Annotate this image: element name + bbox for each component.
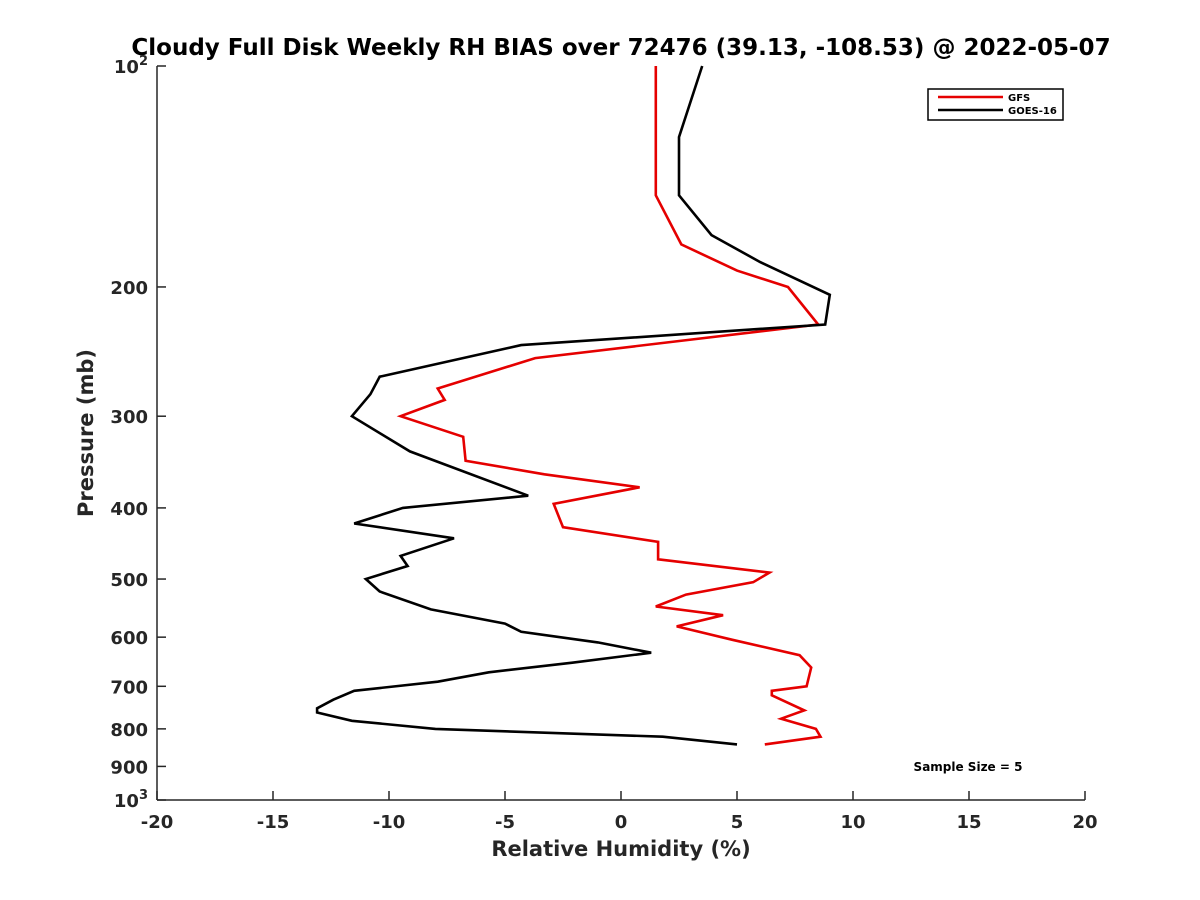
y-tick-label: 103 [114, 788, 148, 812]
x-tick-label: -10 [373, 812, 406, 833]
chart-title: Cloudy Full Disk Weekly RH BIAS over 724… [131, 35, 1110, 61]
series-line-goes16 [315, 65, 832, 746]
y-tick-label: 102 [114, 54, 148, 78]
y-tick-label: 700 [110, 677, 148, 698]
sample-size-annotation: Sample Size = 5 [914, 760, 1023, 774]
x-tick-label: 5 [731, 812, 744, 833]
x-tick-label: -20 [141, 812, 174, 833]
y-axis-label: Pressure (mb) [74, 349, 98, 517]
x-tick-label: 0 [615, 812, 628, 833]
x-tick-label: -5 [495, 812, 515, 833]
y-tick-label: 600 [110, 628, 148, 649]
x-tick-label: -15 [257, 812, 290, 833]
y-tick-label: 200 [110, 278, 148, 299]
y-tick-label: 500 [110, 570, 148, 591]
legend-label-gfs: GFS [1008, 93, 1030, 104]
y-tick-label: 800 [110, 720, 148, 741]
series-layer [315, 65, 832, 746]
legend-box [927, 88, 1064, 121]
y-tick-label: 300 [110, 407, 148, 428]
series-line-gfs [396, 66, 823, 746]
axes: -20 -15 -10 -5 0 5 10 15 20 102 200 300 400 500 600 700… [110, 54, 1097, 833]
x-tick-label: 10 [840, 812, 865, 833]
legend-label-goes16: GOES-16 [1008, 106, 1057, 117]
x-axis-label: Relative Humidity (%) [491, 837, 750, 861]
x-tick-label: 20 [1072, 812, 1097, 833]
x-tick-label: 15 [956, 812, 981, 833]
y-tick-label: 400 [110, 499, 148, 520]
legend: GFS GOES-16 [927, 88, 1064, 121]
y-tick-label: 900 [110, 757, 148, 778]
